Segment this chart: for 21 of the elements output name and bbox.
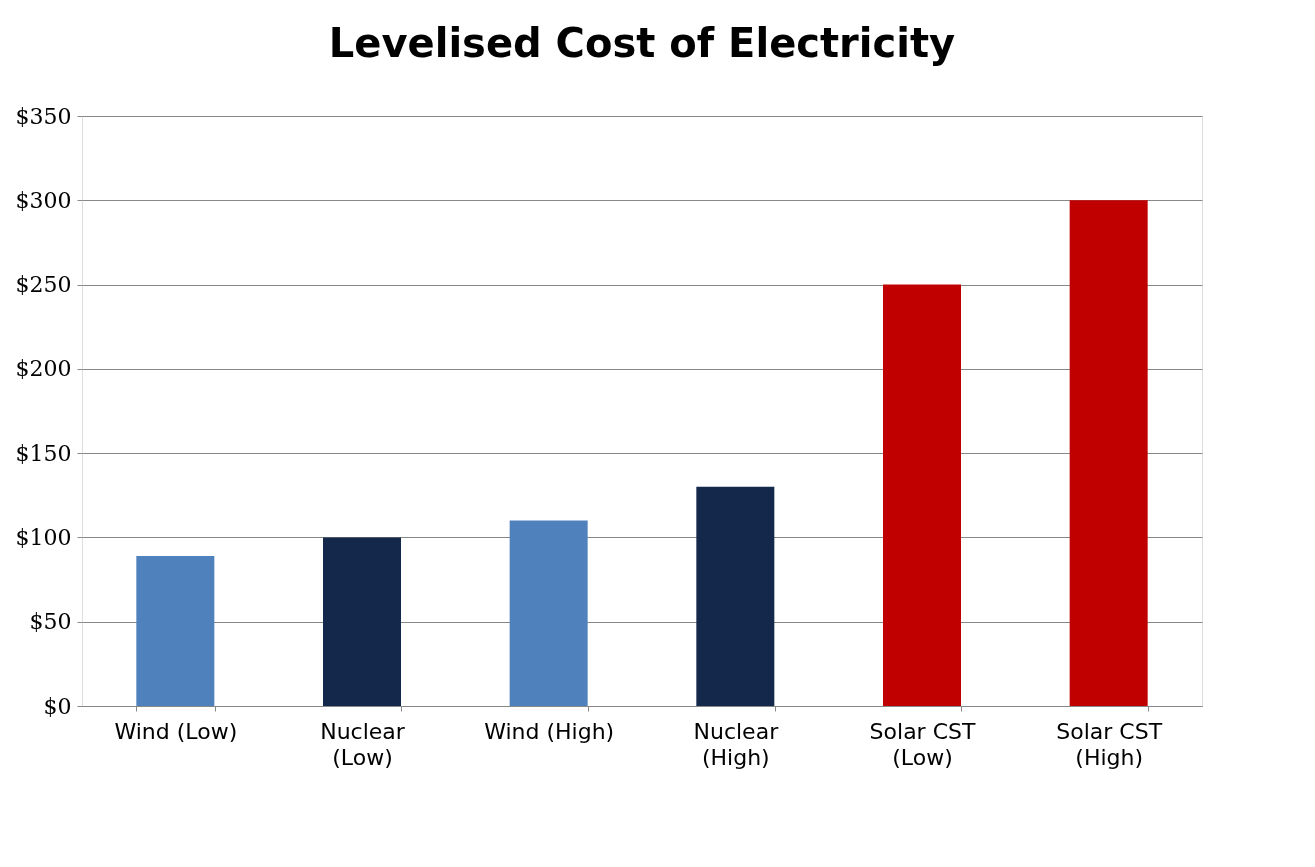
x-tick-label: Wind (Low): [114, 718, 238, 744]
y-tick-label: $100: [15, 524, 72, 550]
x-tick-label: Nuclear (Low): [320, 718, 406, 770]
bar: [696, 486, 775, 706]
y-tick-label: $200: [15, 356, 72, 382]
y-tick-label: $350: [15, 103, 72, 129]
y-tick-label: $0: [43, 693, 72, 719]
chart-title: Levelised Cost of Electricity: [328, 20, 956, 66]
bar: [509, 520, 588, 706]
y-tick-label: $150: [15, 440, 72, 466]
x-tick-label: Wind (High): [484, 718, 615, 744]
bar: [883, 284, 961, 706]
bar: [1069, 200, 1148, 706]
y-tick-label: $250: [15, 272, 72, 298]
y-tick-label: $50: [29, 609, 72, 635]
bar: [136, 555, 215, 706]
x-tick-label: Solar CST (High): [1056, 718, 1163, 770]
bar: [323, 537, 401, 706]
y-tick-label: $300: [15, 187, 72, 213]
x-tick-label: Solar CST (Low): [869, 718, 976, 770]
x-tick-label: Nuclear (High): [693, 718, 780, 770]
